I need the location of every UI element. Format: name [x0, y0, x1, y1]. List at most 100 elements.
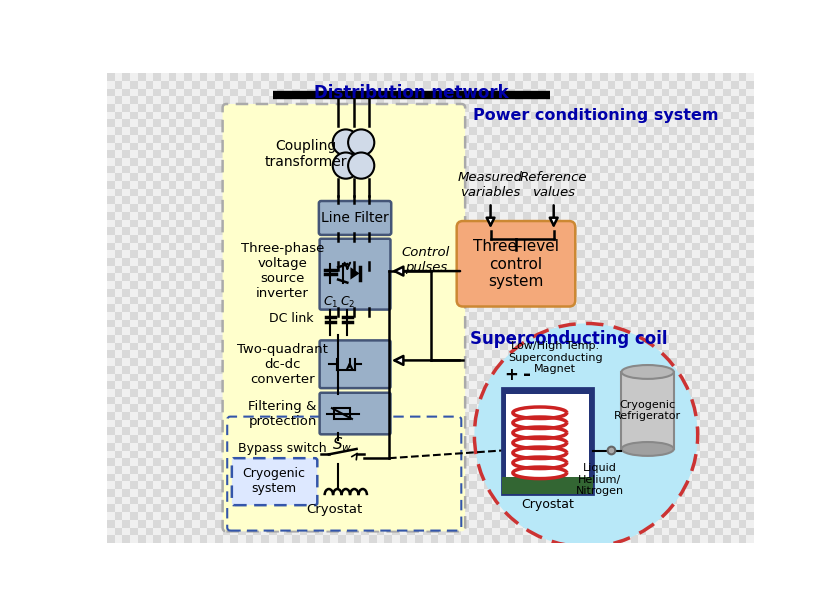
Bar [585, 273, 592, 281]
Bar [369, 127, 376, 135]
Bar [600, 235, 607, 243]
Bar [561, 343, 570, 350]
Bar [554, 335, 561, 343]
Bar [723, 528, 731, 535]
Bar [592, 173, 600, 181]
Bar [600, 504, 607, 512]
Bar [623, 443, 631, 451]
Bar [538, 243, 546, 250]
Bar [731, 235, 738, 243]
Bar [469, 220, 477, 227]
Bar [515, 258, 523, 266]
Bar [731, 158, 738, 165]
Bar [554, 420, 561, 428]
Bar [123, 473, 130, 481]
Bar [138, 258, 145, 266]
Bar [554, 328, 561, 335]
Bar [577, 243, 585, 250]
Bar [284, 312, 292, 320]
Bar [669, 104, 677, 112]
Bar [138, 328, 145, 335]
Bar [492, 404, 500, 412]
Bar [115, 143, 123, 150]
Bar [323, 481, 330, 489]
Bar [339, 412, 346, 420]
Bar [669, 296, 677, 304]
Bar [500, 404, 507, 412]
Bar [107, 512, 115, 520]
Bar [323, 443, 330, 451]
Bar [130, 173, 138, 181]
Bar [469, 212, 477, 220]
Bar [477, 165, 485, 173]
Bar [592, 258, 600, 266]
Bar [561, 350, 570, 358]
Bar [461, 420, 469, 428]
Bar [592, 235, 600, 243]
Bar [592, 320, 600, 328]
Bar [700, 212, 708, 220]
Bar [423, 443, 431, 451]
Bar [238, 73, 246, 81]
Bar [469, 497, 477, 504]
Bar [531, 181, 538, 188]
Bar [200, 528, 207, 535]
Bar [339, 65, 346, 73]
Bar [523, 258, 531, 266]
Bar [669, 528, 677, 535]
Bar [107, 188, 115, 196]
Bar [130, 204, 138, 212]
Bar [500, 512, 507, 520]
Bar [577, 250, 585, 258]
Bar [361, 481, 369, 489]
Bar [300, 65, 307, 73]
Bar [107, 466, 115, 473]
Bar [361, 451, 369, 458]
Bar [369, 88, 376, 96]
Circle shape [475, 323, 698, 547]
Bar [184, 81, 192, 88]
Bar [654, 165, 662, 173]
Bar [538, 473, 546, 481]
Bar [654, 312, 662, 320]
Bar [246, 466, 254, 473]
Bar [446, 435, 454, 443]
Bar [592, 150, 600, 158]
Bar [646, 96, 654, 104]
Bar [339, 204, 346, 212]
Bar [585, 366, 592, 373]
Bar [531, 227, 538, 235]
Bar [469, 165, 477, 173]
Bar [207, 350, 215, 358]
Bar [600, 127, 607, 135]
Bar [708, 443, 716, 451]
Bar [723, 96, 731, 104]
Bar [130, 235, 138, 243]
Ellipse shape [622, 442, 674, 456]
Bar [585, 404, 592, 412]
Bar [523, 296, 531, 304]
Bar [646, 389, 654, 396]
Bar [638, 258, 646, 266]
Bar [192, 497, 200, 504]
Bar [130, 451, 138, 458]
Bar [123, 497, 130, 504]
Bar [561, 381, 570, 389]
Bar [515, 312, 523, 320]
Bar [592, 504, 600, 512]
Bar [438, 343, 446, 350]
Bar [153, 81, 161, 88]
Bar [307, 512, 315, 520]
Bar [561, 181, 570, 188]
Bar [677, 104, 685, 112]
Bar [376, 358, 385, 366]
Bar [654, 396, 662, 404]
Bar [339, 158, 346, 165]
Bar [130, 312, 138, 320]
Bar [184, 343, 192, 350]
Bar [246, 381, 254, 389]
Bar [339, 420, 346, 428]
Bar [153, 520, 161, 528]
Bar [292, 227, 300, 235]
Bar [677, 135, 685, 143]
